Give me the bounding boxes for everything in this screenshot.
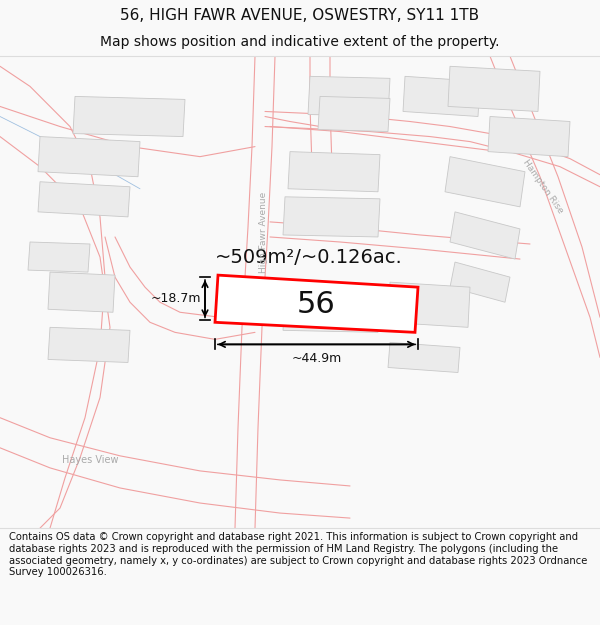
Polygon shape: [283, 298, 380, 332]
Polygon shape: [288, 152, 380, 192]
Text: 56: 56: [297, 290, 336, 319]
Text: ~509m²/~0.126ac.: ~509m²/~0.126ac.: [215, 248, 403, 266]
Polygon shape: [38, 137, 140, 177]
Polygon shape: [450, 212, 520, 259]
Text: High Fawr Avenue: High Fawr Avenue: [259, 191, 268, 272]
Text: Map shows position and indicative extent of the property.: Map shows position and indicative extent…: [100, 35, 500, 49]
Polygon shape: [283, 197, 380, 237]
Polygon shape: [488, 116, 570, 157]
Text: ~44.9m: ~44.9m: [292, 352, 341, 366]
Text: Hampton Rise: Hampton Rise: [521, 158, 565, 216]
Text: Contains OS data © Crown copyright and database right 2021. This information is : Contains OS data © Crown copyright and d…: [9, 532, 587, 578]
Polygon shape: [388, 342, 460, 372]
Polygon shape: [388, 282, 470, 328]
Text: 56, HIGH FAWR AVENUE, OSWESTRY, SY11 1TB: 56, HIGH FAWR AVENUE, OSWESTRY, SY11 1TB: [121, 8, 479, 23]
Polygon shape: [445, 157, 525, 207]
Text: Hayes View: Hayes View: [62, 455, 118, 465]
Polygon shape: [403, 76, 480, 116]
Polygon shape: [73, 96, 185, 137]
Polygon shape: [450, 262, 510, 302]
Polygon shape: [448, 66, 540, 111]
Polygon shape: [48, 328, 130, 362]
Polygon shape: [38, 182, 130, 217]
Polygon shape: [215, 275, 418, 332]
Polygon shape: [48, 272, 115, 312]
Polygon shape: [318, 96, 390, 131]
Text: ~18.7m: ~18.7m: [151, 292, 201, 305]
Polygon shape: [28, 242, 90, 272]
Polygon shape: [308, 76, 390, 116]
